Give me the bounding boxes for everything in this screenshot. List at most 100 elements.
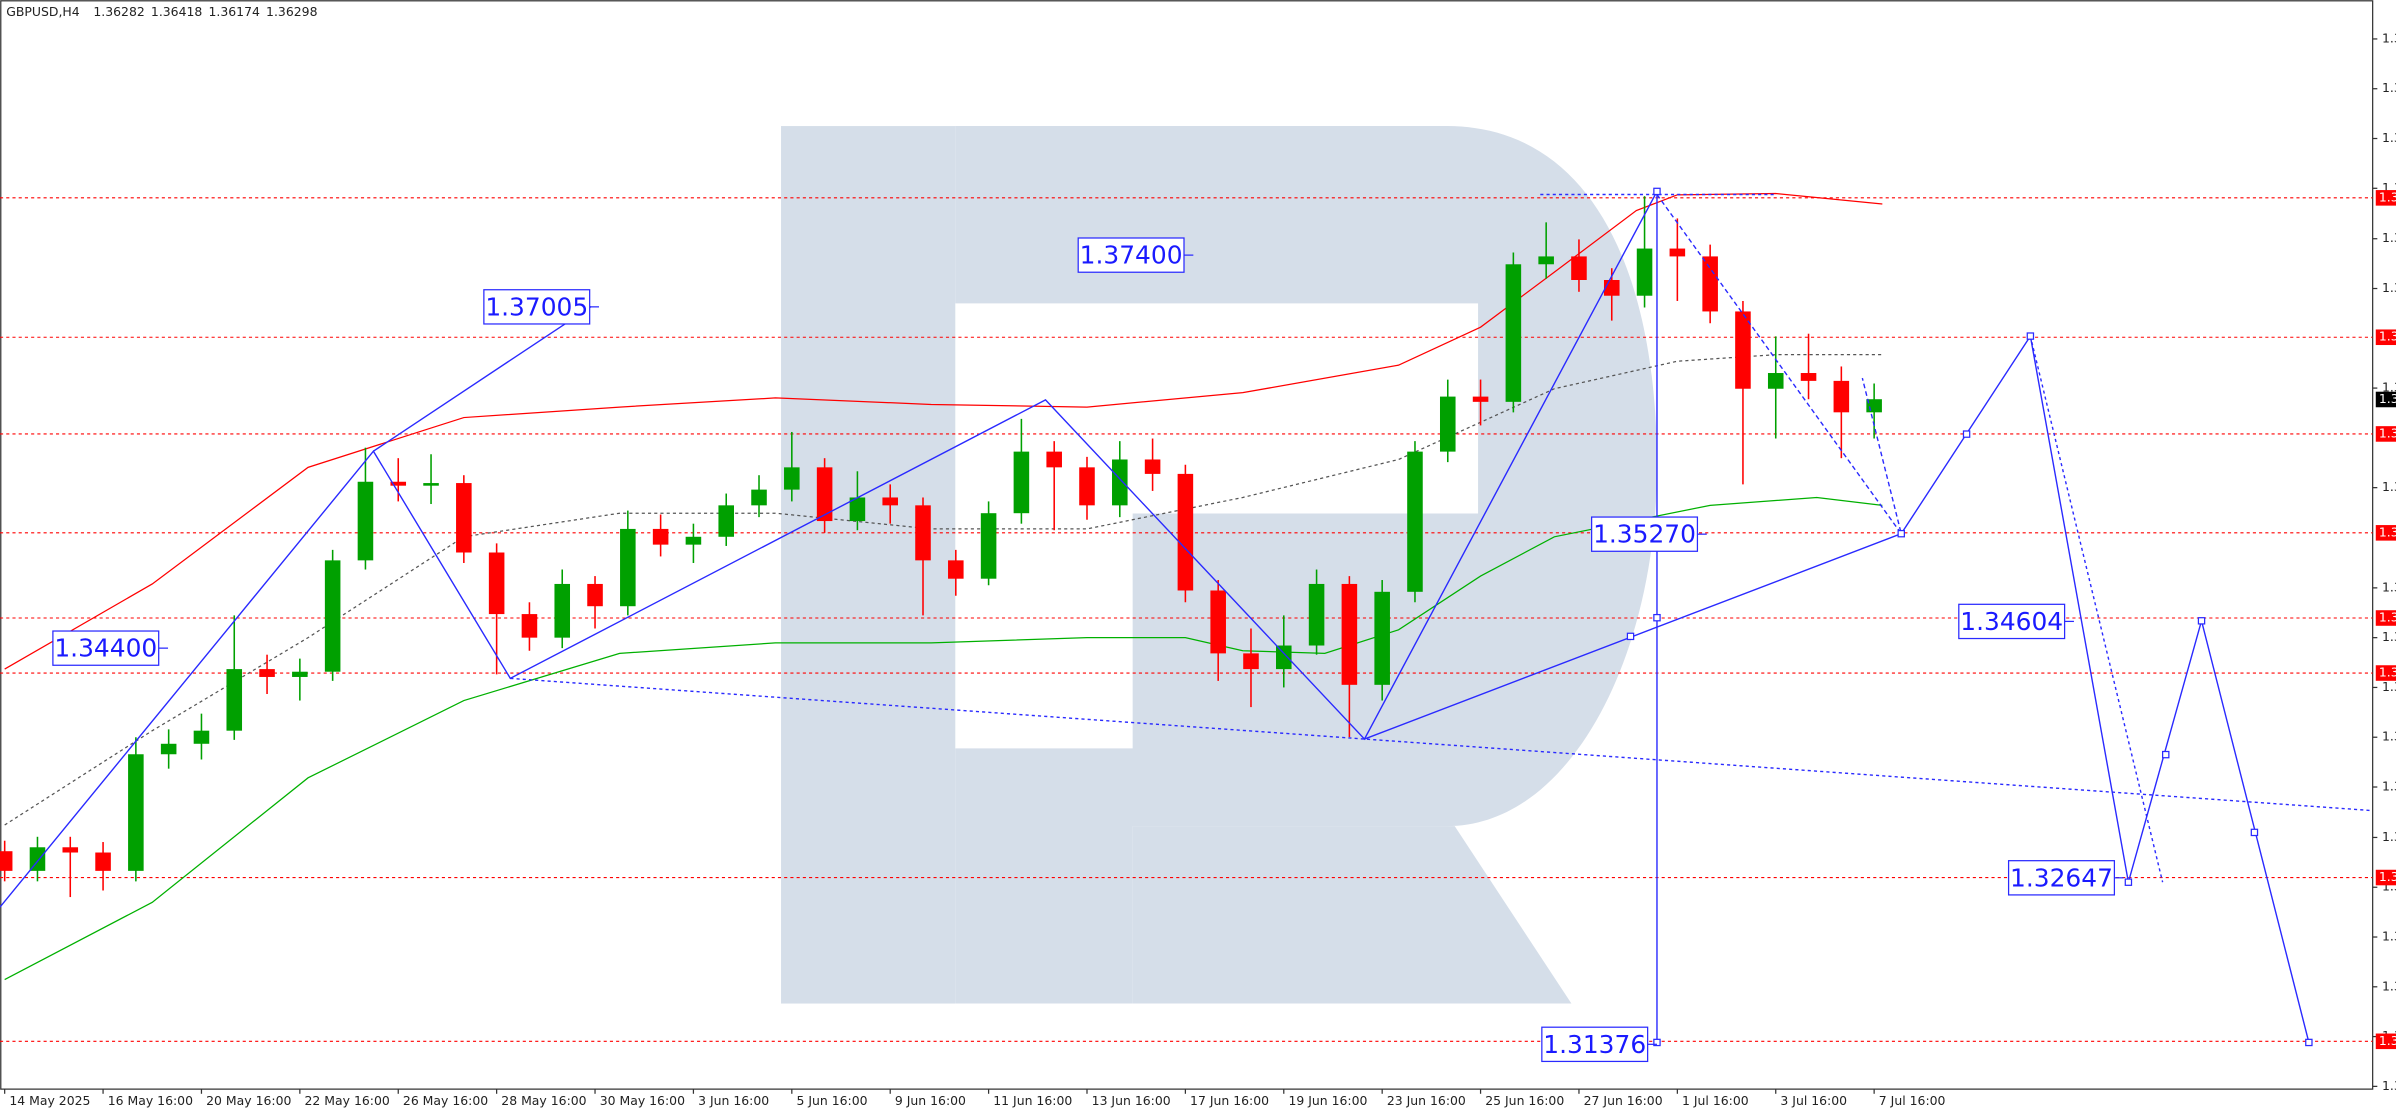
candle-body	[1079, 467, 1095, 506]
x-tick-label: 11 Jun 16:00	[993, 1093, 1072, 1108]
x-tick-label: 19 Jun 16:00	[1288, 1093, 1367, 1108]
price-box-label: 1.34400	[54, 634, 157, 663]
y-tick-label: 1.38670	[2382, 80, 2396, 95]
candle-body	[1046, 451, 1062, 468]
y-tick-label: 1.35625	[2382, 479, 2396, 494]
close-price: 1.36298	[266, 4, 318, 19]
candle-body	[816, 467, 833, 522]
candle-body	[1571, 256, 1587, 280]
candle-body	[488, 552, 505, 615]
candle-body	[587, 583, 603, 607]
level-tag	[2375, 1033, 2396, 1050]
candle-body	[193, 730, 210, 744]
level-label: 1.32649	[2379, 869, 2396, 884]
price-box-label: 1.34604	[1960, 607, 2063, 636]
candle-body	[1210, 590, 1226, 654]
candle-body	[1472, 396, 1489, 402]
candle-body	[1636, 248, 1653, 296]
x-tick-label: 22 May 16:00	[305, 1093, 390, 1108]
candle-body	[1308, 583, 1325, 646]
x-tick-label: 28 May 16:00	[501, 1093, 586, 1108]
price-box	[1077, 237, 1185, 273]
candle-body	[95, 852, 111, 871]
candle-body	[1177, 473, 1194, 591]
candle-body	[1374, 591, 1390, 685]
price-box	[1591, 516, 1699, 552]
y-tick-label: 1.38290	[2382, 130, 2396, 145]
price-box	[483, 289, 591, 325]
candle-body	[1735, 311, 1751, 389]
candle-body	[324, 560, 341, 672]
candle-body	[1013, 451, 1030, 514]
plot-area	[0, 192, 2373, 1042]
candle-body	[357, 481, 374, 561]
price-box	[1958, 603, 2066, 640]
candle-body	[29, 847, 46, 871]
candle-body	[521, 614, 538, 638]
x-tick-label: 23 Jun 16:00	[1387, 1093, 1466, 1108]
candle-body	[292, 671, 308, 677]
level-label: 1.36773	[2379, 329, 2396, 344]
candle-body	[1833, 380, 1850, 413]
level-tag	[2375, 329, 2396, 346]
candle-body	[1144, 459, 1161, 474]
current-price-label: 1.36298	[2379, 391, 2396, 406]
candle-body	[456, 483, 472, 553]
label-layer: 1.37837 1.36773 1.36035 1.35280 1.34630 1.342…	[52, 189, 2396, 1063]
price-box-label: 1.37400	[1080, 241, 1183, 270]
candle-body	[1767, 373, 1784, 389]
x-tick-label: 25 Jun 16:00	[1485, 1093, 1564, 1108]
candle-body	[1341, 583, 1358, 685]
candle-body	[259, 669, 275, 677]
level-tag	[2375, 665, 2396, 681]
y-tick-label: 1.31055	[2382, 1078, 2396, 1093]
x-tick-label: 17 Jun 16:00	[1190, 1093, 1269, 1108]
candle-body	[128, 754, 144, 871]
candle-body	[1669, 248, 1686, 257]
x-tick-label: 1 Jul 16:00	[1682, 1093, 1749, 1108]
level-tag	[2375, 525, 2396, 541]
level-tag	[2375, 610, 2396, 626]
x-tick-label: 3 Jul 16:00	[1780, 1093, 1847, 1108]
candle-body	[423, 483, 439, 486]
candle-body	[882, 497, 898, 506]
high-price: 1.36418	[151, 4, 203, 19]
candle-body	[652, 528, 669, 545]
candle-body	[784, 467, 800, 490]
y-tick-label: 1.37145	[2382, 280, 2396, 295]
price-box	[52, 630, 160, 666]
price-box	[2007, 860, 2116, 896]
candle-body	[0, 851, 13, 871]
candle-body	[1505, 264, 1522, 402]
candle-body	[62, 847, 79, 853]
candle-body	[620, 528, 636, 607]
y-tick-label: 1.37525	[2382, 230, 2396, 245]
candle-body	[980, 513, 997, 579]
candle-body	[1276, 645, 1292, 670]
y-tick-label: 1.34480	[2382, 629, 2396, 644]
y-tick-label: 1.32195	[2382, 929, 2396, 944]
candle-body	[1407, 451, 1423, 592]
x-tick-label: 5 Jun 16:00	[796, 1093, 867, 1108]
level-label: 1.36035	[2379, 425, 2396, 440]
y-tick-label: 1.36385	[2382, 380, 2396, 395]
candle-body	[226, 669, 243, 731]
candle-body	[718, 505, 735, 537]
level-label: 1.35280	[2379, 524, 2396, 539]
x-tick-label: 26 May 16:00	[403, 1093, 488, 1108]
open-price: 1.36282	[93, 4, 144, 19]
x-tick-label: 14 May 2025	[9, 1093, 90, 1108]
y-tick-label: 1.33720	[2382, 729, 2396, 744]
candle-body	[948, 560, 964, 579]
candle-body	[554, 583, 571, 638]
candle-body	[1800, 373, 1817, 381]
level-label: 1.34630	[2379, 610, 2396, 625]
current-price-tag	[2375, 391, 2396, 408]
price-box-label: 1.31376	[1543, 1030, 1646, 1059]
candle-body	[1702, 256, 1718, 312]
watermark	[781, 126, 1657, 1004]
x-tick-label: 16 May 16:00	[108, 1093, 193, 1108]
level-tag	[2375, 426, 2396, 442]
